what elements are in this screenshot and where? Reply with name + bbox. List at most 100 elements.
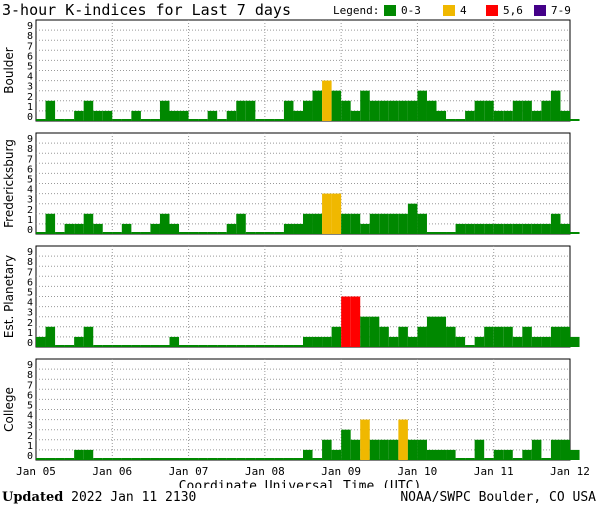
y-tick-label-fredericksburg-5: 5 — [27, 174, 33, 185]
bar-fredericksburg-33 — [350, 213, 361, 234]
y-tick-label-fredericksburg-0: 0 — [27, 225, 33, 236]
bar-college-34 — [360, 419, 370, 460]
bar-est-planetary-31 — [331, 326, 342, 347]
bar-college-4 — [74, 449, 84, 460]
bar-boulder-8 — [112, 119, 122, 121]
y-tick-label-college-1: 1 — [27, 441, 33, 452]
bar-fredericksburg-2 — [55, 232, 65, 234]
bar-college-1 — [45, 458, 56, 460]
legend-swatch-1 — [443, 5, 455, 16]
bar-college-23 — [255, 458, 265, 460]
bar-est-planetary-55 — [560, 326, 570, 347]
bar-boulder-46 — [474, 100, 485, 121]
bar-fredericksburg-20 — [226, 223, 237, 234]
bar-est-planetary-21 — [236, 345, 246, 347]
bar-est-planetary-28 — [303, 336, 313, 347]
bar-college-48 — [493, 449, 504, 460]
bar-est-planetary-5 — [83, 326, 94, 347]
bar-est-planetary-24 — [264, 345, 275, 347]
bar-college-47 — [484, 458, 494, 460]
bar-college-40 — [417, 439, 427, 460]
bar-college-35 — [369, 439, 380, 460]
bar-boulder-27 — [293, 110, 303, 121]
bar-college-29 — [312, 458, 323, 460]
y-tick-label-college-5: 5 — [27, 400, 33, 411]
bar-boulder-37 — [388, 100, 399, 121]
bar-boulder-50 — [512, 100, 523, 121]
bar-boulder-16 — [188, 119, 199, 121]
x-tick-label-5: Jan 10 — [398, 465, 438, 478]
bar-est-planetary-7 — [102, 345, 113, 347]
y-tick-label-boulder-1: 1 — [27, 102, 33, 113]
bar-est-planetary-39 — [407, 336, 418, 347]
bar-est-planetary-9 — [121, 345, 132, 347]
bar-college-49 — [503, 449, 513, 460]
bar-boulder-33 — [350, 110, 361, 121]
bar-boulder-3 — [64, 119, 75, 121]
bar-est-planetary-40 — [417, 326, 427, 347]
bar-college-3 — [64, 458, 75, 460]
bar-boulder-31 — [331, 90, 342, 121]
bar-fredericksburg-46 — [474, 223, 485, 234]
bar-boulder-17 — [198, 119, 208, 121]
bar-est-planetary-20 — [226, 345, 237, 347]
bar-college-19 — [217, 458, 227, 460]
chart-title: 3-hour K-indices for Last 7 days — [2, 1, 291, 19]
bar-college-52 — [531, 439, 542, 460]
bar-est-planetary-17 — [198, 345, 208, 347]
bar-est-planetary-50 — [512, 336, 523, 347]
bar-college-27 — [293, 458, 303, 460]
bar-est-planetary-43 — [446, 326, 456, 347]
bar-boulder-9 — [121, 119, 132, 121]
bar-college-0 — [36, 458, 46, 460]
bar-est-planetary-33 — [350, 296, 361, 347]
bar-fredericksburg-31 — [331, 193, 342, 234]
y-tick-label-fredericksburg-2: 2 — [27, 205, 33, 216]
bar-fredericksburg-7 — [102, 232, 113, 234]
bar-est-planetary-52 — [531, 336, 542, 347]
y-tick-label-college-7: 7 — [27, 380, 33, 391]
bar-fredericksburg-39 — [407, 203, 418, 234]
bar-boulder-5 — [83, 100, 94, 121]
bar-college-33 — [350, 439, 361, 460]
bar-est-planetary-8 — [112, 345, 122, 347]
bar-est-planetary-19 — [217, 345, 227, 347]
bar-boulder-22 — [245, 100, 256, 121]
y-tick-label-est-planetary-2: 2 — [27, 318, 33, 329]
bar-fredericksburg-17 — [198, 232, 208, 234]
bar-fredericksburg-45 — [465, 223, 475, 234]
bar-boulder-49 — [503, 110, 513, 121]
bar-boulder-4 — [74, 110, 84, 121]
y-tick-label-college-2: 2 — [27, 431, 33, 442]
bar-est-planetary-42 — [436, 316, 447, 347]
bar-boulder-55 — [560, 110, 570, 121]
bar-est-planetary-14 — [169, 336, 180, 347]
bar-est-planetary-2 — [55, 345, 65, 347]
bar-college-45 — [465, 458, 475, 460]
panel-label-boulder: Boulder — [2, 47, 16, 94]
bar-boulder-48 — [493, 110, 504, 121]
bar-fredericksburg-50 — [512, 223, 523, 234]
bar-est-planetary-49 — [503, 326, 513, 347]
legend-label-2: 5,6 — [503, 4, 523, 17]
y-tick-label-boulder-5: 5 — [27, 61, 33, 72]
bar-college-13 — [159, 458, 170, 460]
bar-est-planetary-0 — [36, 336, 46, 347]
bar-college-8 — [112, 458, 122, 460]
bar-est-planetary-47 — [484, 326, 494, 347]
bar-est-planetary-48 — [493, 326, 504, 347]
bar-est-planetary-46 — [474, 336, 485, 347]
bar-est-planetary-16 — [188, 345, 199, 347]
bar-boulder-23 — [255, 119, 265, 121]
legend-title: Legend: — [333, 4, 379, 17]
y-tick-label-college-8: 8 — [27, 370, 33, 381]
bar-college-38 — [398, 419, 408, 460]
x-axis-title: Coordinate Universal Time (UTC) — [179, 479, 422, 488]
bar-boulder-43 — [446, 119, 456, 121]
bar-boulder-0 — [36, 119, 46, 121]
k-index-chart: 3-hour K-indices for Last 7 days Legend: 0… — [2, 1, 590, 488]
bar-college-16 — [188, 458, 199, 460]
y-tick-label-est-planetary-1: 1 — [27, 328, 33, 339]
bar-est-planetary-4 — [74, 336, 84, 347]
bar-fredericksburg-41 — [426, 232, 437, 234]
